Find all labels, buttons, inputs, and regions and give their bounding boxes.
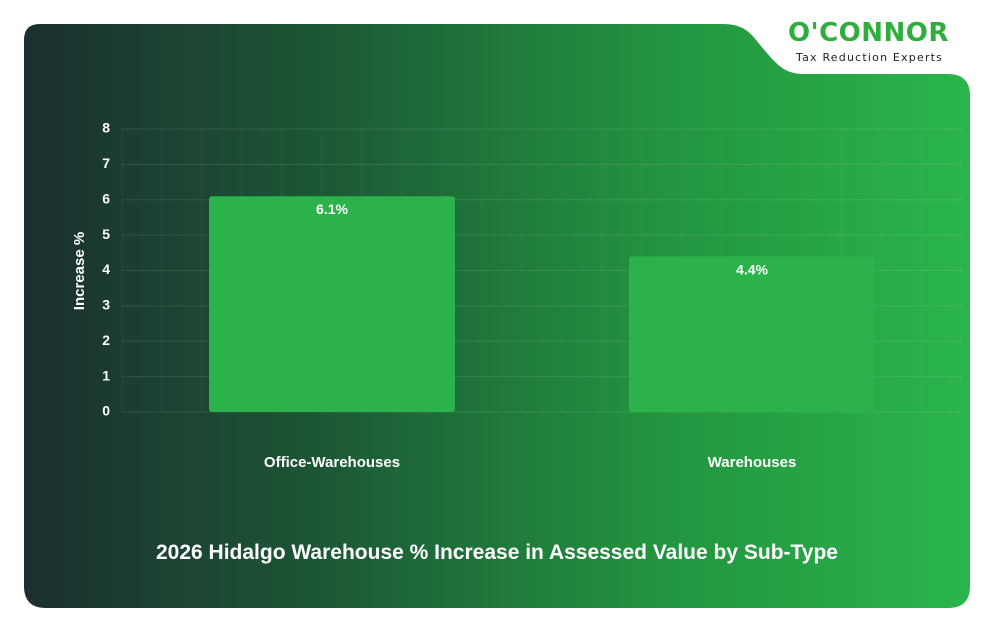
logo-wordmark: O'CONNOR	[788, 18, 949, 48]
x-axis-ticks: Office-Warehouses Warehouses	[264, 454, 796, 471]
data-labels: 6.1% 4.4%	[316, 201, 768, 277]
y-axis-ticks: 0 1 2 3 4 5 6 7 8	[102, 120, 110, 419]
y-tick-label: 7	[102, 155, 110, 171]
x-tick-label: Warehouses	[708, 454, 797, 471]
y-tick-label: 1	[102, 367, 110, 383]
bars	[209, 196, 875, 412]
logo-tagline: Tax Reduction Experts	[796, 51, 944, 64]
y-axis-label: Increase %	[71, 232, 88, 310]
panel-background	[24, 24, 970, 608]
chart-title: 2026 Hidalgo Warehouse % Increase in Ass…	[156, 541, 838, 564]
y-tick-label: 5	[102, 226, 110, 242]
y-tick-label: 6	[102, 190, 110, 206]
oconnor-logo: O'CONNOR Tax Reduction Experts	[784, 18, 974, 68]
y-tick-label: 2	[102, 332, 110, 348]
y-tick-label: 4	[102, 261, 110, 277]
y-tick-label: 3	[102, 297, 110, 313]
data-label: 6.1%	[316, 201, 348, 217]
bar	[209, 196, 455, 412]
bar	[629, 256, 875, 412]
y-tick-label: 0	[102, 403, 110, 419]
x-tick-label: Office-Warehouses	[264, 454, 400, 471]
y-tick-label: 8	[102, 120, 110, 136]
data-label: 4.4%	[736, 261, 768, 277]
